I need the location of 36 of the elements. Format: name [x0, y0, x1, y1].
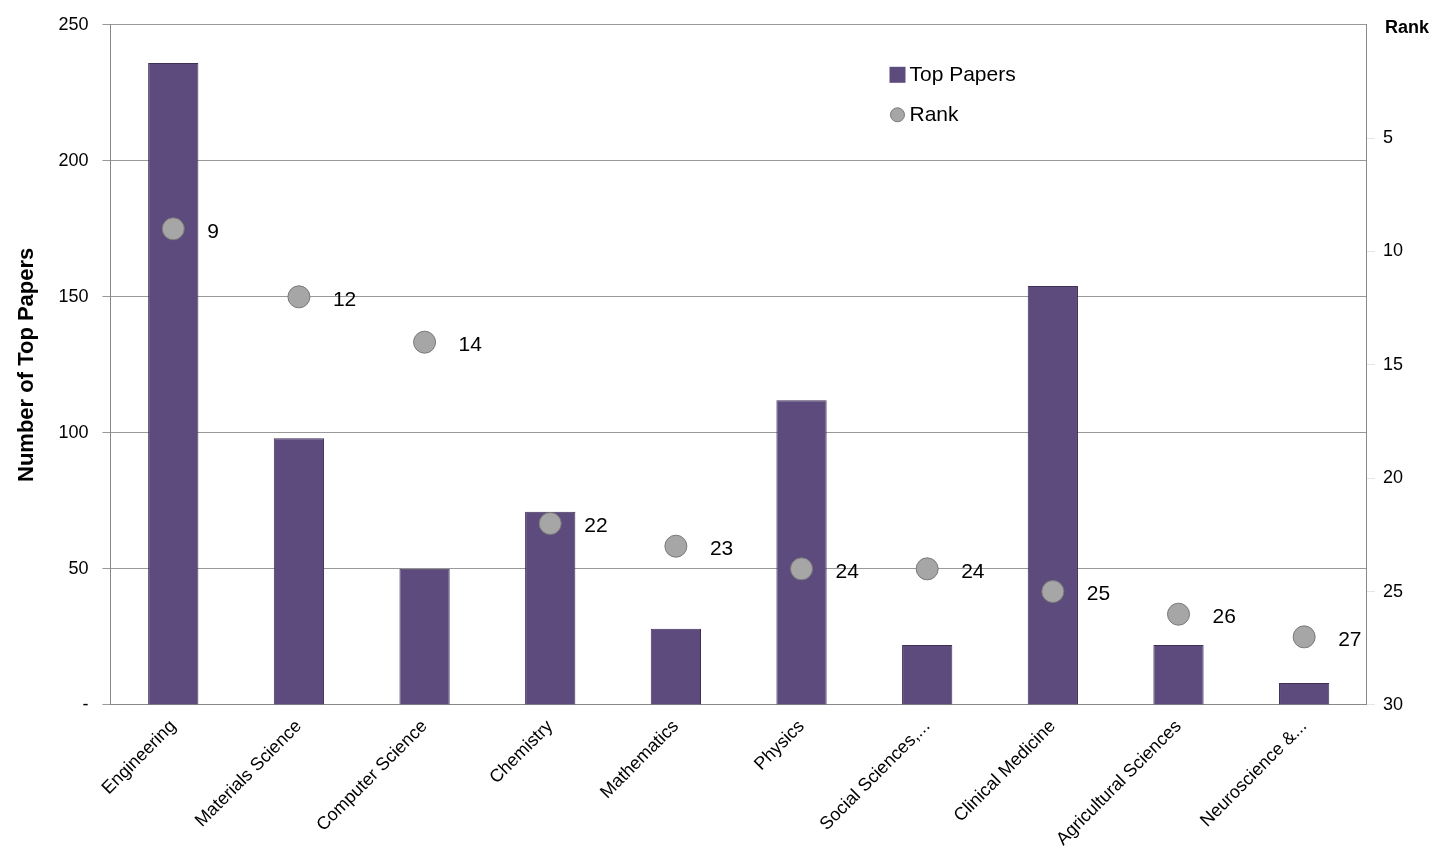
- data-label: 23: [709, 535, 734, 559]
- data-label: 12: [332, 286, 357, 310]
- y2-axis-title: Rank: [1384, 16, 1430, 37]
- y2-tick-label: 25: [1382, 580, 1404, 601]
- point: [1041, 580, 1065, 604]
- point: [538, 512, 562, 536]
- point: [664, 534, 688, 558]
- data-label: 9: [207, 218, 219, 242]
- data-label: 25: [1086, 581, 1111, 605]
- y2-tick-label: 5: [1382, 127, 1393, 148]
- point: [1292, 625, 1316, 649]
- y-tick-label: 50: [68, 557, 89, 578]
- point: [915, 557, 939, 581]
- y-tick-label: 250: [58, 13, 89, 34]
- point: [790, 557, 814, 581]
- point: [413, 330, 437, 354]
- data-label: 27: [1338, 626, 1362, 650]
- y-tick-label: 150: [58, 285, 89, 306]
- legend-label: Rank: [909, 101, 960, 125]
- y-tick-label: 100: [58, 421, 89, 442]
- point: [1167, 602, 1190, 626]
- y2-tick-label: 30: [1382, 693, 1404, 714]
- y-tick-label: -: [82, 693, 89, 714]
- y-tick-label: 200: [58, 149, 89, 170]
- y2-tick-label: 10: [1382, 240, 1404, 261]
- y2-tick-label: 15: [1382, 353, 1404, 374]
- data-label: 14: [458, 331, 483, 355]
- legend-label: Top Papers: [909, 61, 1016, 85]
- data-label: 22: [584, 513, 608, 537]
- data-label: 26: [1212, 604, 1236, 627]
- y-axis-title: Number of Top Papers: [13, 247, 39, 482]
- point: [287, 285, 311, 309]
- point: [161, 217, 185, 241]
- y2-tick-label: 20: [1382, 467, 1404, 488]
- data-label: 24: [961, 558, 985, 582]
- data-label: 24: [835, 558, 860, 582]
